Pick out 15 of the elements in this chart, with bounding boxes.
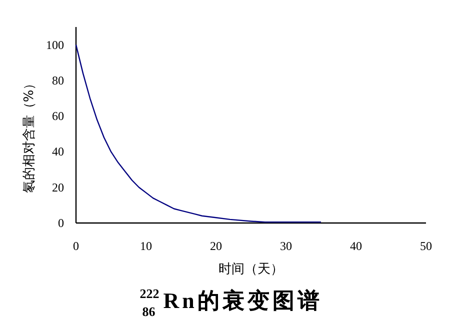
y-axis-title: 氡的相对含量（%） bbox=[22, 76, 37, 194]
x-axis-title: 时间（天） bbox=[218, 262, 284, 277]
y-tick-label: 80 bbox=[52, 73, 64, 88]
x-tick-label: 40 bbox=[350, 239, 362, 253]
y-tick-label: 40 bbox=[52, 144, 64, 159]
x-tick-label: 10 bbox=[140, 239, 152, 253]
x-tick-label: 50 bbox=[420, 239, 432, 253]
y-tick-label: 0 bbox=[58, 216, 64, 230]
y-tick-label: 60 bbox=[52, 109, 64, 124]
x-tick-label: 20 bbox=[210, 239, 222, 253]
x-tick-label: 30 bbox=[280, 239, 292, 253]
y-tick-label: 100 bbox=[46, 38, 64, 52]
y-tick-label: 20 bbox=[52, 180, 64, 194]
line-series bbox=[75, 44, 322, 223]
x-tick-label: 0 bbox=[73, 239, 79, 253]
